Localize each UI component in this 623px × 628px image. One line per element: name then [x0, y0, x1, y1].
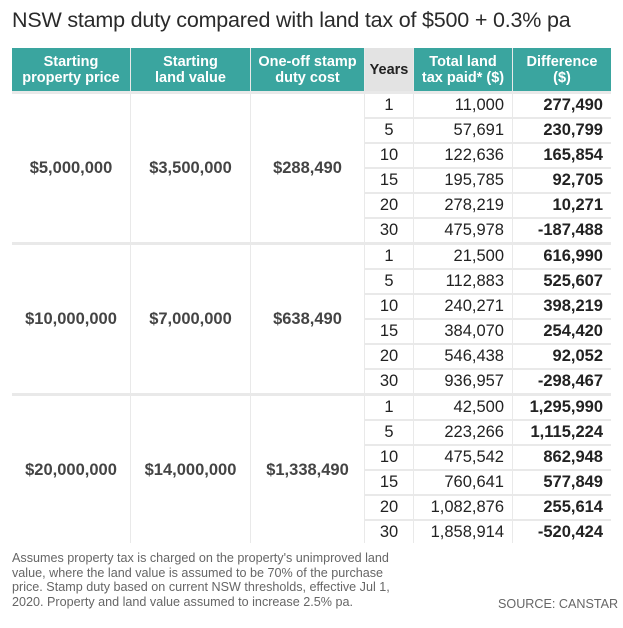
stamp-duty-table: Starting property price Starting land val…: [12, 48, 611, 544]
difference-cell: 92,052: [513, 345, 611, 368]
land-tax-cell: 1,082,876: [414, 496, 512, 519]
land-tax-cell: 57,691: [414, 119, 512, 142]
land-tax-cell: 475,542: [414, 446, 512, 469]
difference-cell: -298,467: [513, 370, 611, 393]
land-tax-cell: 546,438: [414, 345, 512, 368]
years-cell: 30: [365, 521, 413, 544]
years-cell: 5: [365, 119, 413, 142]
land-tax-cell: 760,641: [414, 471, 512, 494]
years-cell: 15: [365, 169, 413, 192]
starting-land-value: $7,000,000: [131, 245, 250, 393]
starting-property-price: $10,000,000: [12, 245, 130, 393]
difference-cell: -187,488: [513, 219, 611, 242]
header-stamp-duty-cost: One-off stamp duty cost: [251, 48, 364, 91]
header-starting-property-price: Starting property price: [12, 48, 130, 91]
years-cell: 10: [365, 446, 413, 469]
header-starting-land-value: Starting land value: [131, 48, 250, 91]
years-cell: 1: [365, 245, 413, 268]
land-tax-cell: 1,858,914: [414, 521, 512, 544]
difference-cell: 165,854: [513, 144, 611, 167]
land-tax-cell: 122,636: [414, 144, 512, 167]
stamp-duty-cost: $638,490: [251, 245, 364, 393]
difference-cell: 1,115,224: [513, 421, 611, 444]
difference-cell: 862,948: [513, 446, 611, 469]
difference-cell: 1,295,990: [513, 396, 611, 419]
years-cell: 30: [365, 370, 413, 393]
land-tax-cell: 936,957: [414, 370, 512, 393]
years-cell: 10: [365, 144, 413, 167]
land-tax-cell: 475,978: [414, 219, 512, 242]
years-cell: 30: [365, 219, 413, 242]
header-total-land-tax: Total land tax paid* ($): [414, 48, 512, 91]
starting-property-price: $5,000,000: [12, 94, 130, 242]
land-tax-cell: 21,500: [414, 245, 512, 268]
land-tax-cell: 278,219: [414, 194, 512, 217]
years-cell: 20: [365, 345, 413, 368]
years-cell: 10: [365, 295, 413, 318]
land-tax-cell: 42,500: [414, 396, 512, 419]
difference-cell: 92,705: [513, 169, 611, 192]
land-tax-cell: 112,883: [414, 270, 512, 293]
years-cell: 20: [365, 496, 413, 519]
source-credit: SOURCE: CANSTAR: [498, 597, 619, 611]
difference-cell: 230,799: [513, 119, 611, 142]
years-cell: 15: [365, 320, 413, 343]
starting-land-value: $3,500,000: [131, 94, 250, 242]
starting-property-price: $20,000,000: [12, 396, 130, 544]
years-cell: 1: [365, 396, 413, 419]
land-tax-cell: 11,000: [414, 94, 512, 117]
starting-land-value: $14,000,000: [131, 396, 250, 544]
stamp-duty-cost: $288,490: [251, 94, 364, 242]
header-difference: Difference ($): [513, 48, 611, 91]
years-cell: 5: [365, 270, 413, 293]
land-tax-cell: 384,070: [414, 320, 512, 343]
stamp-duty-cost: $1,338,490: [251, 396, 364, 544]
difference-cell: 398,219: [513, 295, 611, 318]
footnote: Assumes property tax is charged on the p…: [12, 551, 390, 610]
difference-cell: 10,271: [513, 194, 611, 217]
years-cell: 15: [365, 471, 413, 494]
difference-cell: 254,420: [513, 320, 611, 343]
years-cell: 20: [365, 194, 413, 217]
land-tax-cell: 195,785: [414, 169, 512, 192]
years-cell: 1: [365, 94, 413, 117]
chart-title: NSW stamp duty compared with land tax of…: [12, 8, 571, 32]
difference-cell: 577,849: [513, 471, 611, 494]
difference-cell: 525,607: [513, 270, 611, 293]
difference-cell: 616,990: [513, 245, 611, 268]
land-tax-cell: 223,266: [414, 421, 512, 444]
years-cell: 5: [365, 421, 413, 444]
header-years: Years: [365, 48, 413, 91]
difference-cell: 255,614: [513, 496, 611, 519]
difference-cell: 277,490: [513, 94, 611, 117]
land-tax-cell: 240,271: [414, 295, 512, 318]
difference-cell: -520,424: [513, 521, 611, 544]
